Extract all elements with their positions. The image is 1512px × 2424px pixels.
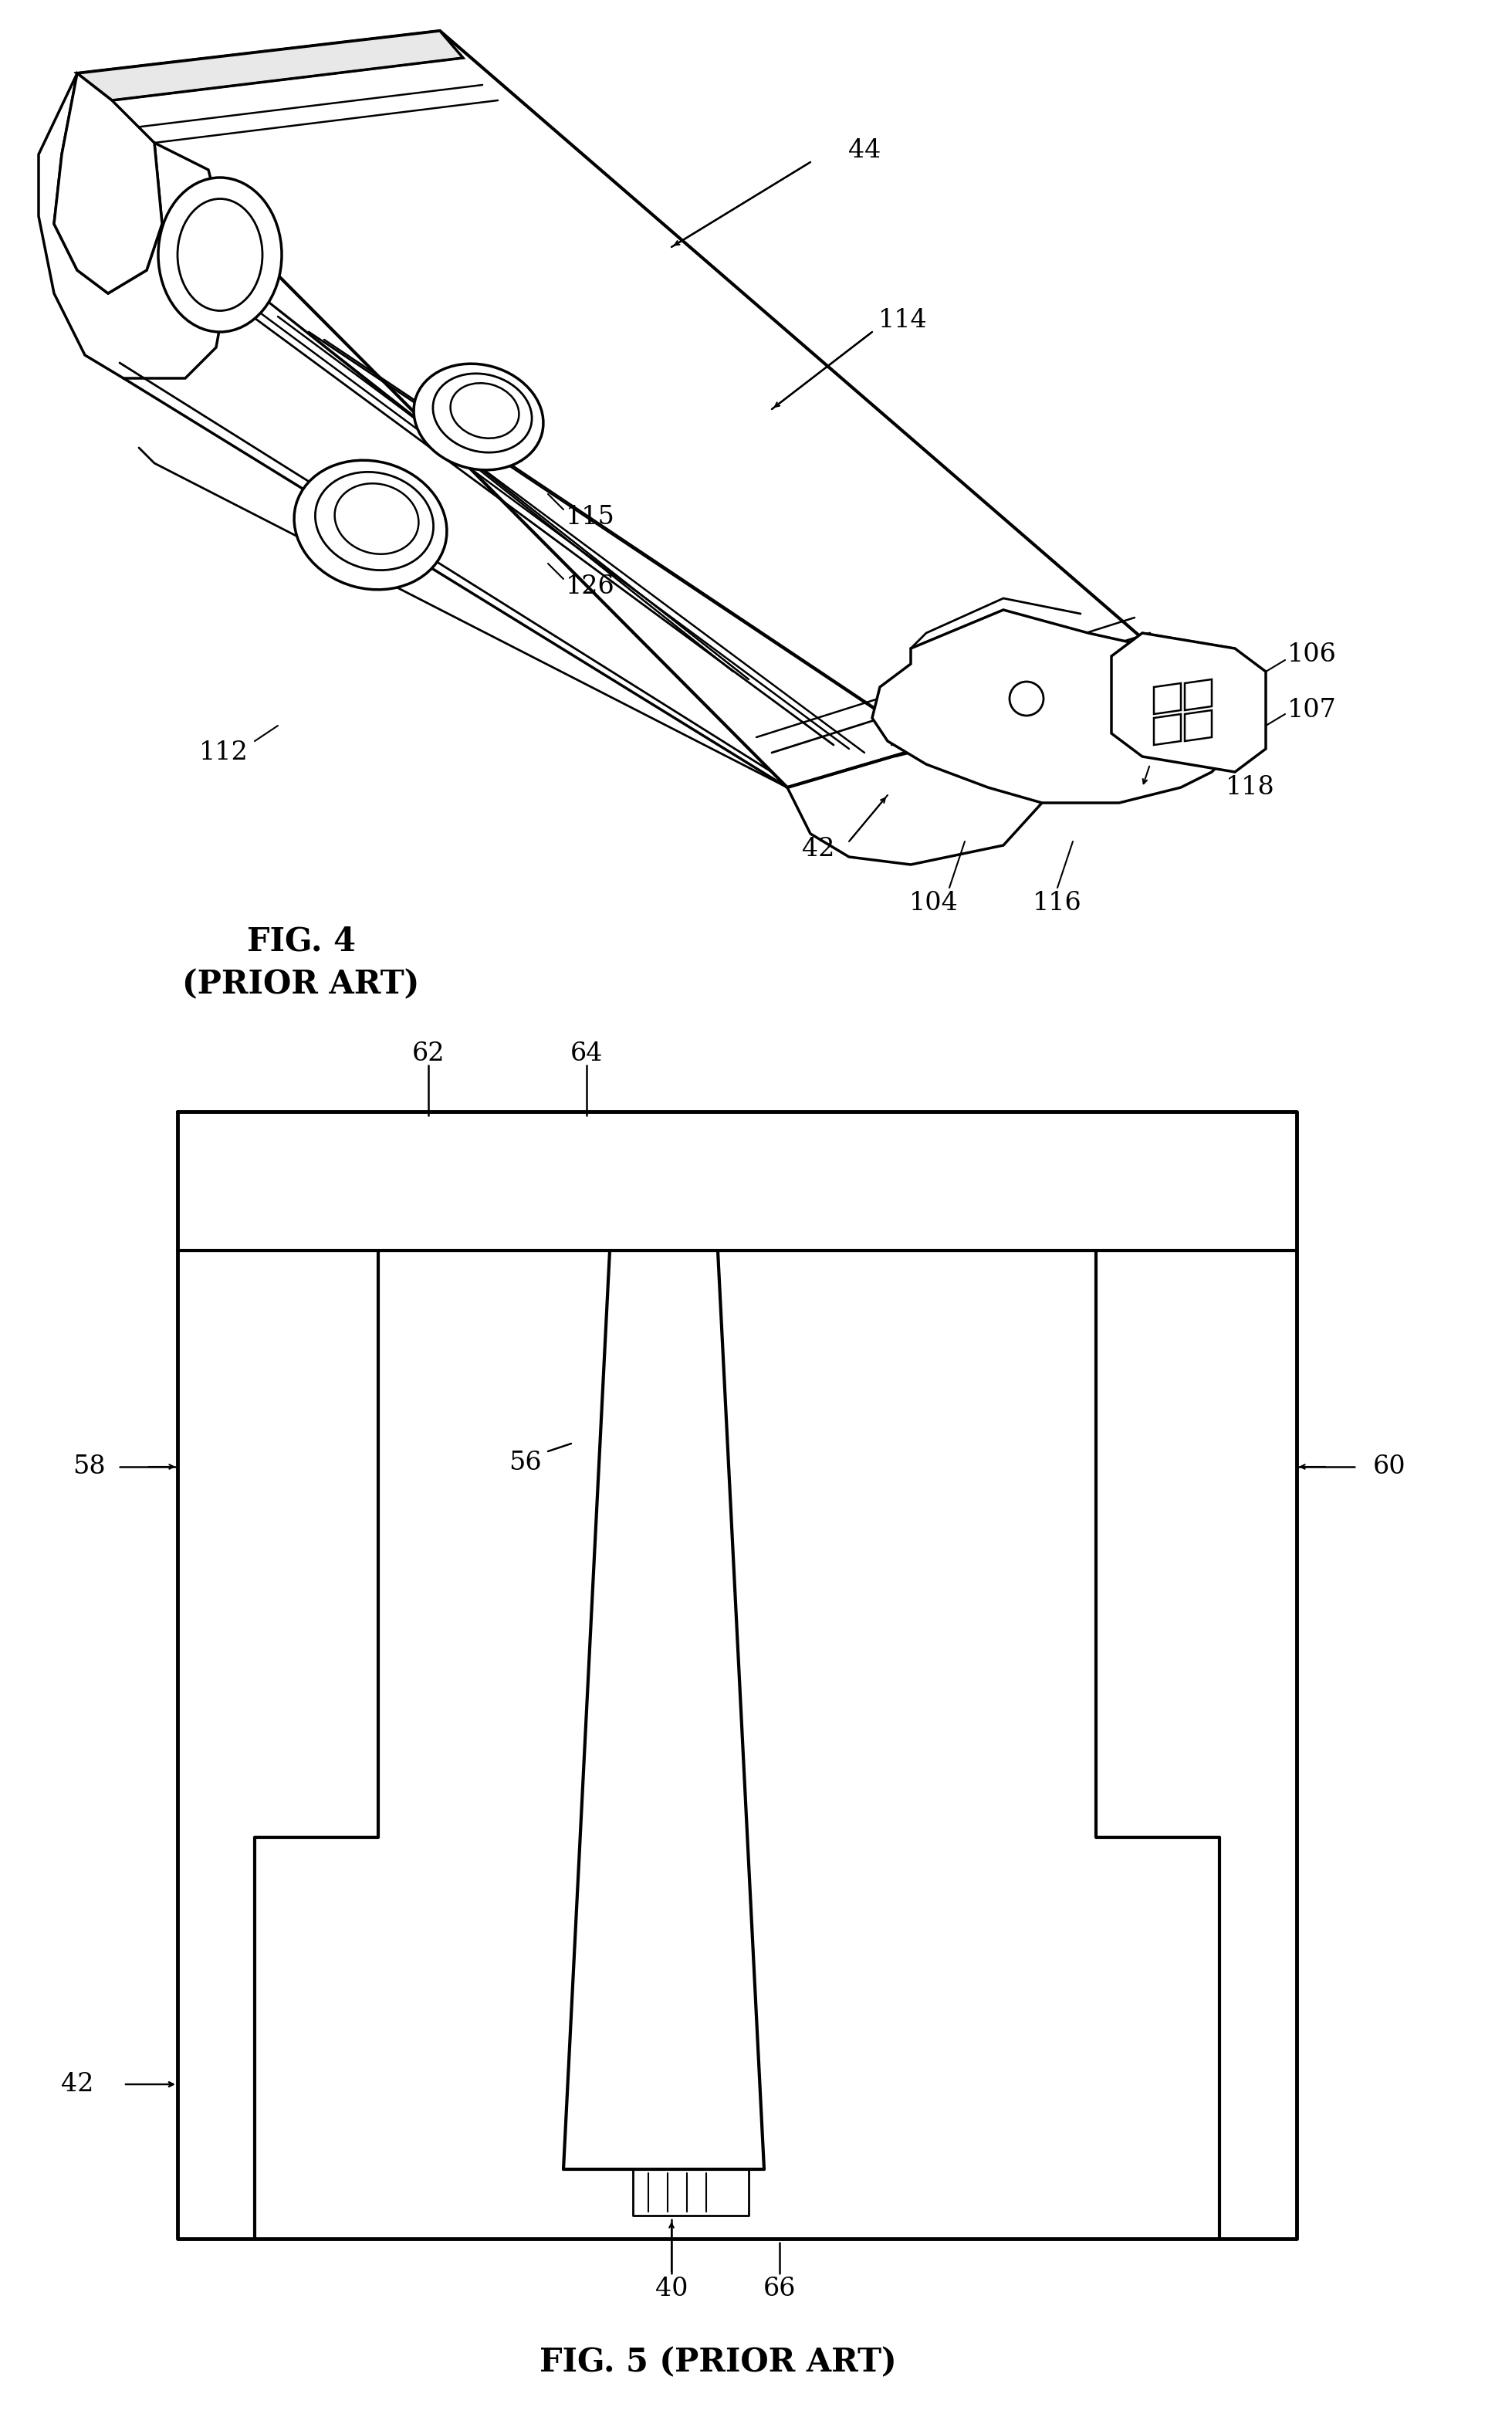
Text: 42: 42 <box>60 2073 94 2097</box>
Text: 107: 107 <box>1288 698 1337 722</box>
Text: (PRIOR ART): (PRIOR ART) <box>183 967 420 1001</box>
Polygon shape <box>872 611 1235 802</box>
Ellipse shape <box>334 482 419 555</box>
Text: 66: 66 <box>764 2276 795 2300</box>
Ellipse shape <box>414 364 543 470</box>
Text: 40: 40 <box>1142 737 1175 761</box>
Text: 114: 114 <box>878 308 927 332</box>
Polygon shape <box>54 73 162 293</box>
Text: 124: 124 <box>327 494 376 519</box>
Text: 118: 118 <box>1226 776 1275 800</box>
Polygon shape <box>39 73 231 378</box>
Text: 42: 42 <box>801 836 835 861</box>
Text: 64: 64 <box>570 1042 603 1067</box>
Ellipse shape <box>177 199 263 310</box>
Polygon shape <box>1154 684 1181 715</box>
Text: 58: 58 <box>73 1454 106 1479</box>
Text: FIG. 5 (PRIOR ART): FIG. 5 (PRIOR ART) <box>540 2346 897 2378</box>
Text: 112: 112 <box>200 739 248 766</box>
Text: 40: 40 <box>655 2276 688 2300</box>
Ellipse shape <box>159 177 281 332</box>
Ellipse shape <box>314 473 434 570</box>
Text: 126: 126 <box>565 574 615 599</box>
Ellipse shape <box>432 373 532 453</box>
Circle shape <box>1010 681 1043 715</box>
Text: 116: 116 <box>1033 892 1083 916</box>
Polygon shape <box>77 32 463 99</box>
Polygon shape <box>1111 633 1266 771</box>
Polygon shape <box>1185 679 1211 710</box>
Text: 106: 106 <box>1287 642 1337 667</box>
Polygon shape <box>1185 710 1211 742</box>
Ellipse shape <box>295 461 448 589</box>
Text: 60: 60 <box>1373 1454 1406 1479</box>
Text: FIG. 4: FIG. 4 <box>246 926 355 957</box>
Ellipse shape <box>451 383 519 439</box>
Polygon shape <box>77 32 1181 788</box>
Text: 62: 62 <box>411 1042 445 1067</box>
Text: 44: 44 <box>848 138 881 162</box>
Text: 104: 104 <box>909 892 959 916</box>
Text: 115: 115 <box>565 504 615 528</box>
Text: 56: 56 <box>508 1450 541 1476</box>
Polygon shape <box>1154 715 1181 744</box>
